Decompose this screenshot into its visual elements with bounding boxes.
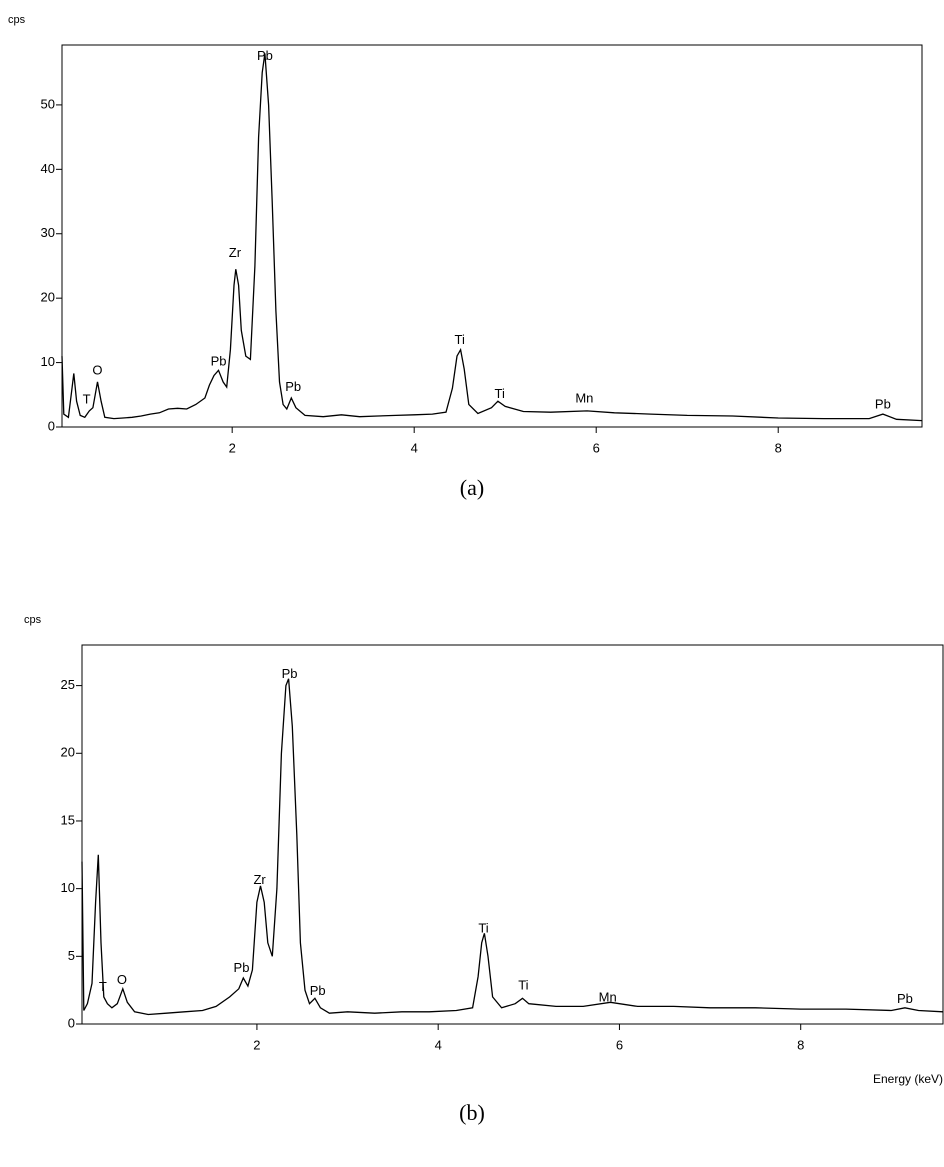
y-tick-label: 20 (61, 745, 75, 760)
y-tick-label: 15 (61, 812, 75, 827)
peak-label: Pb (257, 48, 273, 63)
y-tick-label: 25 (61, 677, 75, 692)
x-tick-label: 4 (411, 440, 418, 455)
peak-label: Mn (575, 391, 593, 406)
spectrum-line (81, 678, 944, 1016)
peak-label: Pb (234, 960, 250, 975)
peak-label: Zr (229, 245, 242, 260)
y-tick-label: 20 (41, 290, 55, 305)
y-tick-label: 0 (68, 1015, 75, 1030)
figure-caption: (b) (459, 1100, 485, 1125)
peak-label: Ti (478, 921, 488, 936)
x-tick-label: 8 (797, 1037, 804, 1052)
y-tick-label: 10 (61, 880, 75, 895)
x-tick-label: 2 (253, 1037, 260, 1052)
y-tick-label: 5 (68, 948, 75, 963)
peak-label: O (92, 362, 102, 377)
x-tick-label: 4 (435, 1037, 442, 1052)
peak-label: Ti (455, 332, 465, 347)
peak-label: Ti (518, 978, 528, 993)
peak-label: Pb (310, 983, 326, 998)
x-tick-label: 6 (593, 440, 600, 455)
y-axis-label: cps (24, 614, 42, 626)
plot-frame (81, 644, 944, 1025)
y-tick-label: 30 (41, 225, 55, 240)
peak-label: Pb (897, 991, 913, 1006)
y-tick-label: 40 (41, 161, 55, 176)
y-tick-label: 0 (48, 418, 55, 433)
peak-label: Ti (495, 386, 505, 401)
peak-label: Pb (211, 353, 227, 368)
x-tick-label: 2 (229, 440, 236, 455)
y-tick-label: 50 (41, 96, 55, 111)
spectrum-line (61, 53, 923, 422)
x-axis-label: Energy (keV) (873, 1072, 943, 1086)
peak-label: Pb (875, 397, 891, 412)
peak-label: O (117, 972, 127, 987)
y-axis-label: cps (8, 14, 26, 26)
plot-frame (61, 44, 923, 428)
peak-label: T (99, 979, 107, 994)
peak-label: Pb (285, 379, 301, 394)
figure-caption: (a) (460, 475, 484, 500)
peak-label: Mn (599, 990, 617, 1005)
x-tick-label: 6 (616, 1037, 623, 1052)
peak-label: Pb (282, 666, 298, 681)
peak-label: T (83, 391, 91, 406)
y-tick-label: 10 (41, 354, 55, 369)
x-tick-label: 8 (775, 440, 782, 455)
peak-label: Zr (253, 872, 266, 887)
